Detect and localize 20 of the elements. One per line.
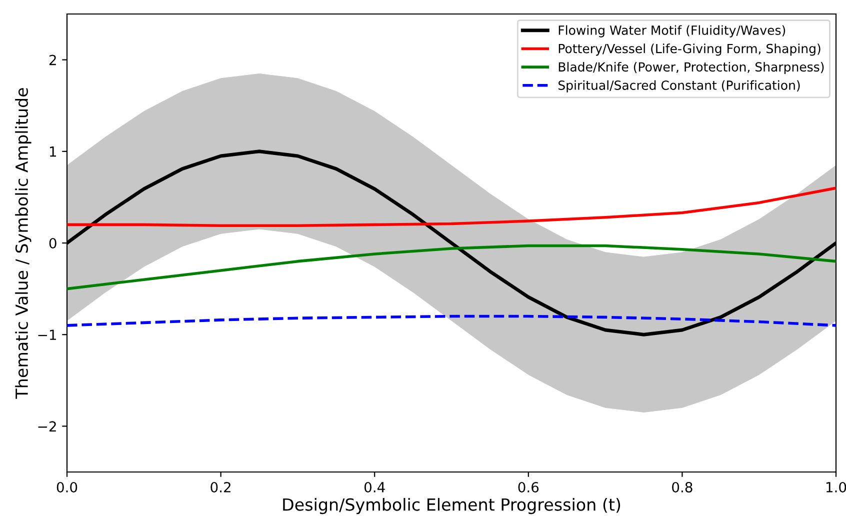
x-axis-title: Design/Symbolic Element Progression (t) [283, 498, 620, 514]
x-tick-label: 0.4 [364, 482, 385, 492]
y-tick-label: −1 [38, 330, 56, 340]
legend-label: Spiritual/Sacred Constant (Purification) [558, 80, 800, 92]
x-tick-label: 0.2 [210, 482, 230, 492]
line-series [67, 186, 836, 227]
legend-label: Blade/Knife (Power, Protection, Sharpness) [558, 62, 824, 74]
x-tick-label: 1.0 [826, 482, 846, 492]
y-tick-label: 2 [49, 54, 56, 66]
line-series [67, 244, 836, 290]
y-tick-label: 0 [49, 238, 56, 248]
line-series [67, 314, 836, 327]
y-axis-title: Thematic Value / Symbolic Amplitude [15, 88, 32, 399]
x-tick-label: 0.0 [56, 482, 78, 492]
x-tick-label: 0.8 [672, 482, 692, 492]
y-tick-label: 1 [50, 146, 56, 157]
y-tick-label: −2 [38, 421, 56, 432]
legend-label: Flowing Water Motif (Fluidity/Waves) [558, 25, 786, 38]
x-tick-label: 0.6 [518, 482, 539, 492]
legend-label: Pottery/Vessel (Life-Giving Form, Shaping) [558, 44, 820, 56]
